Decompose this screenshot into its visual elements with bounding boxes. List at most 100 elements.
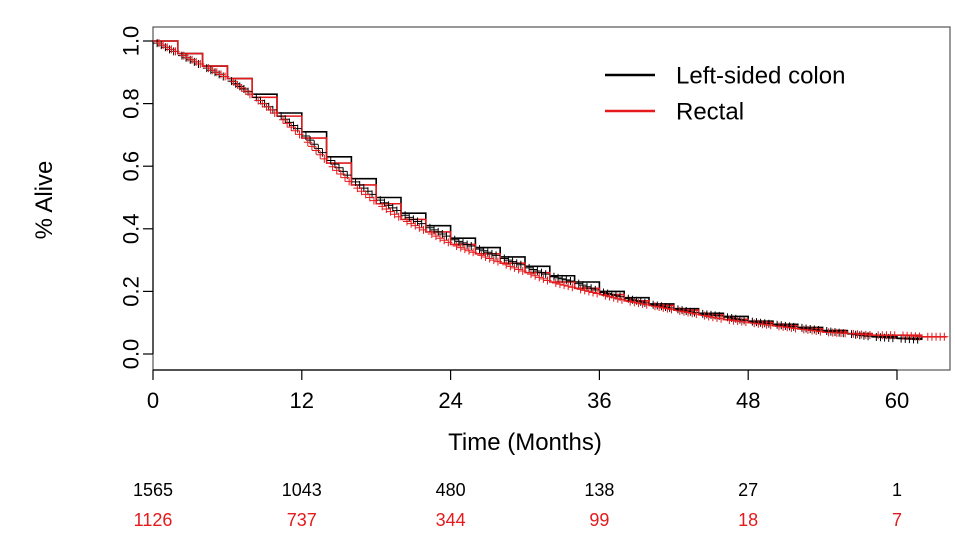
censor-mark xyxy=(634,299,643,308)
censor-mark xyxy=(774,322,783,331)
censor-mark xyxy=(227,77,236,86)
risk-count: 480 xyxy=(435,480,466,500)
censor-mark xyxy=(752,318,761,327)
censor-mark xyxy=(802,324,811,333)
censor-mark xyxy=(791,324,800,333)
censor-mark xyxy=(353,184,362,193)
censor-mark xyxy=(609,293,618,302)
censor-mark xyxy=(167,45,176,54)
legend-label: Rectal xyxy=(676,98,744,125)
censor-mark xyxy=(650,302,659,311)
censor-mark xyxy=(558,274,567,283)
censor-mark xyxy=(460,245,469,254)
censor-mark xyxy=(781,321,790,330)
censor-mark xyxy=(737,317,746,326)
censor-mark xyxy=(562,275,571,284)
censor-mark xyxy=(287,123,296,132)
risk-count: 1 xyxy=(891,480,902,500)
censor-mark xyxy=(179,51,188,60)
censor-mark xyxy=(799,325,808,334)
x-tick-label: 24 xyxy=(438,388,462,413)
y-tick-label: 1.0 xyxy=(119,26,144,57)
censor-mark xyxy=(704,312,713,321)
censor-mark xyxy=(401,211,410,220)
x-tick-label: 60 xyxy=(885,388,909,413)
censor-mark xyxy=(314,144,323,153)
censor-mark xyxy=(417,219,426,228)
censor-mark xyxy=(708,313,717,322)
censor-mark xyxy=(740,316,749,325)
censor-mark xyxy=(692,310,701,319)
censor-mark xyxy=(667,305,676,314)
censor-mark xyxy=(332,166,341,175)
censor-mark xyxy=(865,330,874,339)
censor-mark xyxy=(469,248,478,257)
censor-mark xyxy=(601,291,610,300)
censor-mark xyxy=(525,263,534,272)
censor-mark xyxy=(278,115,287,124)
y-axis-label: % Alive xyxy=(31,161,58,240)
censor-mark xyxy=(369,196,378,205)
risk-count: 27 xyxy=(738,480,759,500)
censor-mark xyxy=(659,303,668,312)
censor-mark xyxy=(566,276,575,285)
risk-count: 7 xyxy=(891,510,902,530)
censor-mark xyxy=(502,260,511,269)
censor-mark xyxy=(617,295,626,304)
censor-mark xyxy=(531,271,540,280)
censor-mark xyxy=(301,131,310,140)
censor-mark xyxy=(529,265,538,274)
censor-mark xyxy=(318,148,327,157)
censor-mark xyxy=(307,142,316,151)
censor-mark xyxy=(430,225,439,234)
censor-mark xyxy=(797,323,806,332)
censor-mark xyxy=(452,242,461,251)
censor-mark xyxy=(487,249,496,258)
y-tick-label: 0.6 xyxy=(119,151,144,182)
x-axis-label: Time (Months) xyxy=(448,429,602,456)
risk-count: 99 xyxy=(589,510,610,530)
censor-mark xyxy=(258,99,267,108)
kaplan-meier-chart: 0.0 0.2 0.4 0.6 0.8 1.0 0 12 24 36 48 60 % Alive T… xyxy=(31,26,951,456)
x-axis: 0 12 24 36 48 60 xyxy=(147,369,909,413)
censor-mark xyxy=(485,254,494,263)
censor-mark xyxy=(506,262,515,271)
censor-mark xyxy=(212,68,221,77)
censor-mark xyxy=(642,300,651,309)
censor-mark xyxy=(493,257,502,266)
censor-mark xyxy=(310,140,319,149)
censor-mark xyxy=(467,242,476,251)
legend-label: Left-sided colon xyxy=(676,62,845,89)
censor-mark xyxy=(554,273,563,282)
censor-mark xyxy=(336,170,345,179)
censor-mark xyxy=(481,252,490,261)
censor-mark xyxy=(483,248,492,257)
censor-mark xyxy=(431,232,440,241)
censor-mark xyxy=(510,263,519,272)
censor-mark xyxy=(638,299,647,308)
censor-mark xyxy=(733,317,742,326)
x-tick-label: 0 xyxy=(147,388,159,413)
censor-mark xyxy=(237,83,246,92)
censor-mark xyxy=(394,212,403,221)
censor-mark xyxy=(551,279,560,288)
censor-mark xyxy=(541,270,550,279)
censor-mark xyxy=(254,96,263,105)
censor-mark xyxy=(504,256,513,265)
censor-mark xyxy=(537,268,546,277)
censor-mark xyxy=(345,177,354,186)
censor-mark xyxy=(518,267,527,276)
censor-mark xyxy=(489,256,498,265)
censor-mark xyxy=(216,70,225,79)
censor-mark xyxy=(196,59,205,68)
censor-mark xyxy=(526,270,535,279)
risk-count: 18 xyxy=(738,510,759,530)
x-tick-label: 12 xyxy=(290,388,314,413)
censor-mark xyxy=(500,254,509,263)
censor-mark xyxy=(750,319,759,328)
censor-mark xyxy=(717,314,726,323)
risk-count: 1043 xyxy=(281,480,322,500)
censor-mark xyxy=(402,217,411,226)
censor-mark xyxy=(787,323,796,332)
censor-mark xyxy=(762,320,771,329)
